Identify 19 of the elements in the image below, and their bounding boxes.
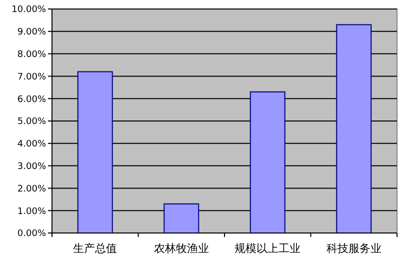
y-tick-label: 8.00% bbox=[17, 50, 46, 60]
y-tick-label: 10.00% bbox=[12, 5, 46, 16]
y-tick-label: 3.00% bbox=[17, 162, 46, 172]
y-tick-label: 9.00% bbox=[17, 28, 46, 38]
x-tick-label: 农林牧渔业 bbox=[154, 242, 209, 255]
y-tick-label: 5.00% bbox=[17, 117, 46, 128]
y-tick-label: 7.00% bbox=[17, 72, 46, 82]
y-tick-label: 0.00% bbox=[17, 229, 46, 240]
bar bbox=[164, 203, 200, 234]
y-tick-label: 1.00% bbox=[17, 206, 46, 217]
y-tick-label: 4.00% bbox=[17, 140, 46, 150]
y-tick-label: 2.00% bbox=[17, 184, 46, 194]
x-tick-label: 规模以上工业 bbox=[234, 242, 301, 255]
x-tick-label: 生产总值 bbox=[73, 242, 118, 255]
y-tick-label: 6.00% bbox=[17, 94, 46, 105]
bar bbox=[77, 71, 113, 234]
x-tick-label: 科技服务业 bbox=[326, 242, 382, 255]
bar bbox=[250, 91, 286, 234]
bar bbox=[336, 24, 372, 234]
